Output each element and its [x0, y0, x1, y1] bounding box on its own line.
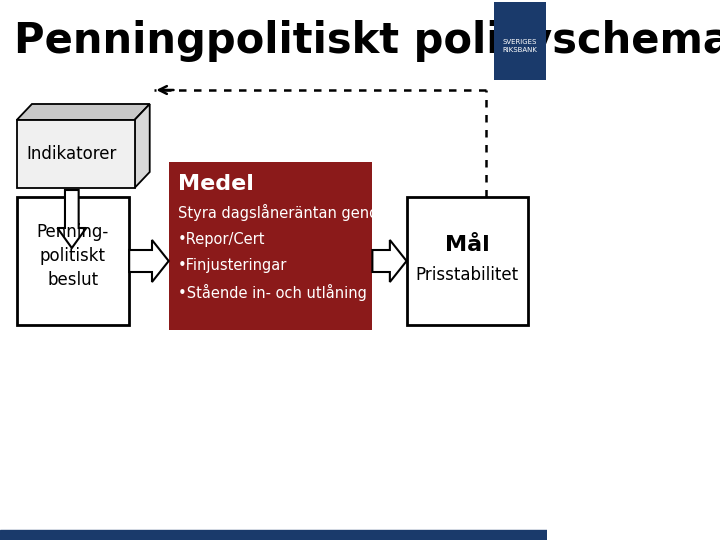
Text: Styra dagslåneräntan genom:: Styra dagslåneräntan genom: [178, 204, 397, 221]
Bar [17, 120, 135, 188]
Text: SVERIGES
RIKSBANK: SVERIGES RIKSBANK [503, 39, 537, 52]
Text: Penningpolitiskt policyschema: Penningpolitiskt policyschema [14, 20, 720, 62]
Polygon shape [135, 104, 150, 188]
Text: •Repor/Cert: •Repor/Cert [178, 232, 266, 247]
Text: Indikatorer: Indikatorer [27, 145, 117, 163]
Text: Medel: Medel [178, 174, 253, 194]
Bar [0, 530, 547, 540]
Text: Mål: Mål [445, 235, 490, 255]
Bar [407, 197, 528, 325]
Bar [494, 2, 546, 80]
Polygon shape [58, 190, 86, 248]
Text: Penning-
politiskt
beslut: Penning- politiskt beslut [37, 224, 109, 288]
Text: •Stående in- och utlåning: •Stående in- och utlåning [178, 284, 366, 301]
Polygon shape [372, 240, 407, 282]
Bar [17, 197, 129, 325]
Text: Prisstabilitet: Prisstabilitet [416, 266, 519, 284]
Polygon shape [17, 104, 150, 120]
Polygon shape [129, 240, 168, 282]
Bar [168, 162, 372, 330]
Text: •Finjusteringar: •Finjusteringar [178, 258, 287, 273]
